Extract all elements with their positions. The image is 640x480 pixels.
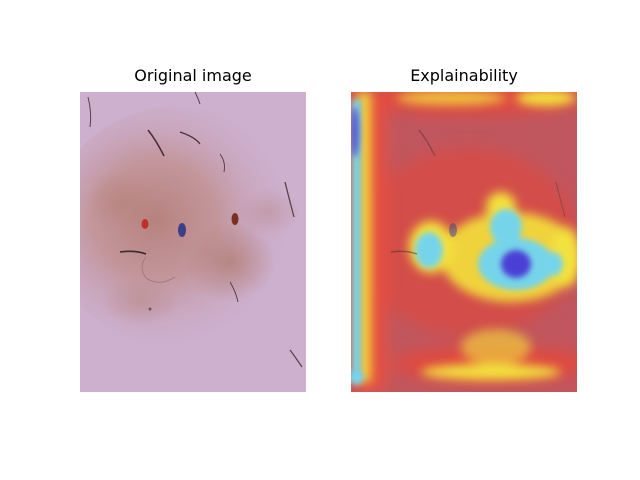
original-image — [80, 92, 306, 392]
explainability-title: Explainability — [410, 66, 518, 85]
original-image-title: Original image — [134, 66, 252, 85]
explainability-heatmap — [351, 92, 577, 392]
